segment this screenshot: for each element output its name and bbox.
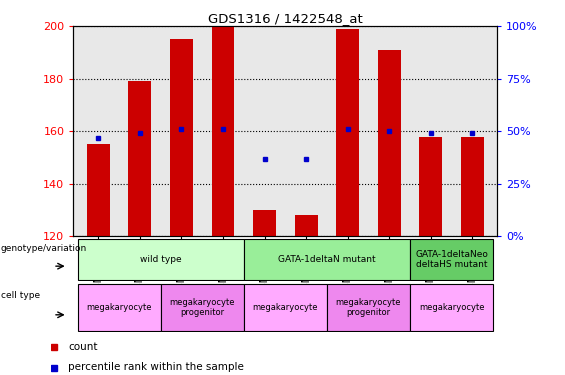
Bar: [77, 239, 244, 280]
Text: megakaryocyte: megakaryocyte: [253, 303, 318, 312]
Text: megakaryocyte: megakaryocyte: [419, 303, 484, 312]
Bar: [253, 210, 276, 236]
Bar: [327, 284, 410, 331]
Bar: [461, 136, 484, 236]
Bar: [128, 81, 151, 236]
Bar: [244, 239, 410, 280]
Bar: [160, 284, 244, 331]
Bar: [336, 29, 359, 236]
Bar: [410, 284, 493, 331]
Text: genotype/variation: genotype/variation: [1, 244, 87, 254]
Text: cell type: cell type: [1, 291, 40, 300]
Title: GDS1316 / 1422548_at: GDS1316 / 1422548_at: [208, 12, 363, 25]
Text: GATA-1deltaN mutant: GATA-1deltaN mutant: [278, 255, 376, 264]
Bar: [244, 284, 327, 331]
Bar: [211, 26, 234, 236]
Text: GATA-1deltaNeo
deltaHS mutant: GATA-1deltaNeo deltaHS mutant: [415, 250, 488, 269]
Text: megakaryocyte: megakaryocyte: [86, 303, 152, 312]
Text: percentile rank within the sample: percentile rank within the sample: [68, 363, 244, 372]
Bar: [295, 215, 318, 236]
Bar: [419, 136, 442, 236]
Text: count: count: [68, 342, 97, 352]
Text: megakaryocyte
progenitor: megakaryocyte progenitor: [170, 298, 235, 317]
Bar: [77, 284, 160, 331]
Bar: [170, 39, 193, 236]
Bar: [87, 144, 110, 236]
Text: megakaryocyte
progenitor: megakaryocyte progenitor: [336, 298, 401, 317]
Text: wild type: wild type: [140, 255, 181, 264]
Bar: [410, 239, 493, 280]
Bar: [378, 50, 401, 236]
